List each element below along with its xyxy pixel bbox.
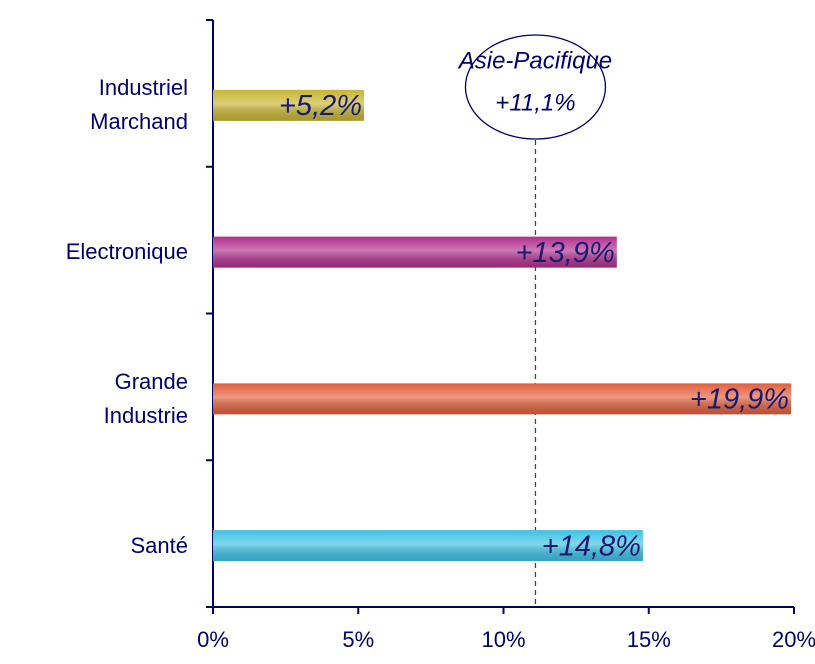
x-tick-label: 10% (481, 627, 525, 652)
bar-shine (213, 383, 792, 415)
value-label: +13,9% (516, 237, 615, 269)
value-label: +5,2% (279, 90, 362, 122)
x-tick-label: 20% (772, 627, 815, 652)
value-label: +19,9% (690, 384, 789, 416)
annotation-value: +11,1% (495, 89, 575, 116)
category-label: Santé (130, 532, 189, 558)
x-tick-label: 15% (627, 627, 671, 652)
value-label: +14,8% (542, 530, 641, 562)
x-tick-label: 0% (197, 627, 229, 652)
bar-shine (213, 530, 643, 562)
category-label: Grande Industrie (103, 368, 188, 428)
bar-shine (213, 236, 617, 268)
category-label: Industriel Marchand (90, 75, 188, 135)
annotation-name: Asie-Pacifique (457, 47, 612, 74)
annotation-bubble (464, 34, 607, 140)
bar-shine (213, 89, 365, 121)
category-label: Electronique (65, 239, 188, 265)
x-tick-label: 5% (342, 627, 374, 652)
